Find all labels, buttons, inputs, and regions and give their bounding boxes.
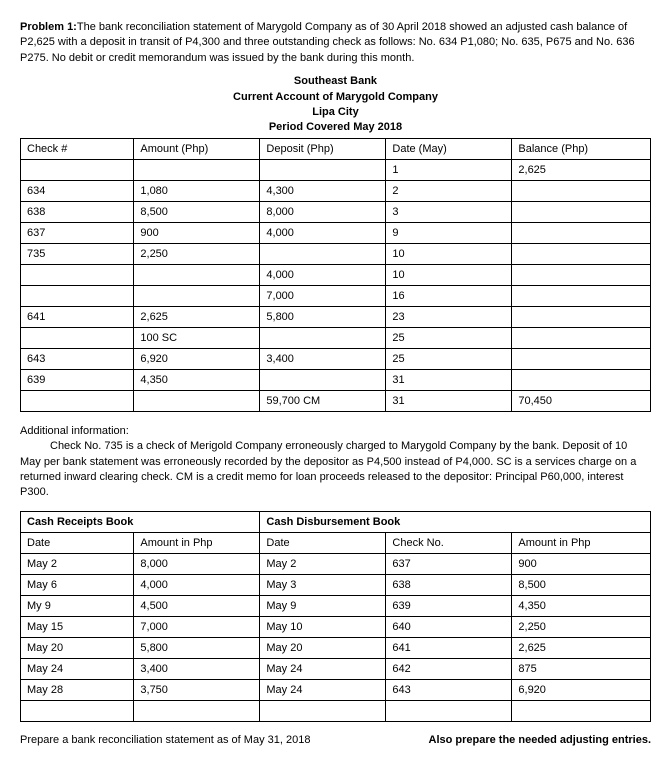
table-row: 7,00016 [21,285,651,306]
table-row: 6436,9203,40025 [21,348,651,369]
table-row: 4,00010 [21,264,651,285]
problem-label: Problem 1: [20,21,77,33]
books-header-row: Cash Receipts Book Cash Disbursement Boo… [21,511,651,532]
problem-statement: Problem 1:The bank reconciliation statem… [20,20,651,66]
disburse-header: Cash Disbursement Book [260,511,651,532]
bank-statement-table: Check # Amount (Php) Deposit (Php) Date … [20,138,651,412]
bank-header: Southeast Bank Current Account of Marygo… [20,74,651,136]
table-row: 6388,5008,0003 [21,201,651,222]
bank-name: Southeast Bank [20,74,651,89]
table-row: My 94,500May 96394,350 [21,595,651,616]
table-row: 59,700 CM3170,450 [21,390,651,411]
instruction-right: Also prepare the needed adjusting entrie… [429,734,652,746]
table-row: May 157,000May 106402,250 [21,616,651,637]
col-header: Date [21,532,134,553]
table-row: May 243,400May 24642875 [21,658,651,679]
table-row: 7352,25010 [21,243,651,264]
table-row: 6412,6255,80023 [21,306,651,327]
table-row [21,700,651,721]
books-cols-row: Date Amount in Php Date Check No. Amount… [21,532,651,553]
col-header: Amount in Php [512,532,651,553]
col-header: Date [260,532,386,553]
receipts-header: Cash Receipts Book [21,511,260,532]
col-header: Check # [21,138,134,159]
col-header: Amount (Php) [134,138,260,159]
table-row: May 283,750May 246436,920 [21,679,651,700]
col-header: Amount in Php [134,532,260,553]
table-row: 6379004,0009 [21,222,651,243]
table-row: 12,625 [21,159,651,180]
table-header-row: Check # Amount (Php) Deposit (Php) Date … [21,138,651,159]
table-row: 6341,0804,3002 [21,180,651,201]
col-header: Date (May) [386,138,512,159]
instruction-left: Prepare a bank reconciliation statement … [20,734,310,746]
table-row: 100 SC25 [21,327,651,348]
period: Period Covered May 2018 [20,120,651,135]
col-header: Deposit (Php) [260,138,386,159]
additional-label: Additional information: [20,424,651,439]
table-row: May 64,000May 36388,500 [21,574,651,595]
footer: Prepare a bank reconciliation statement … [20,734,651,746]
table-row: May 28,000May 2637900 [21,553,651,574]
additional-text: Check No. 735 is a check of Merigold Com… [20,439,651,501]
col-header: Check No. [386,532,512,553]
problem-body: The bank reconciliation statement of Mar… [20,21,635,64]
books-table: Cash Receipts Book Cash Disbursement Boo… [20,511,651,722]
city: Lipa City [20,105,651,120]
additional-info: Additional information: Check No. 735 is… [20,424,651,501]
account-name: Current Account of Marygold Company [20,90,651,105]
col-header: Balance (Php) [512,138,651,159]
table-row: May 205,800May 206412,625 [21,637,651,658]
table-row: 6394,35031 [21,369,651,390]
